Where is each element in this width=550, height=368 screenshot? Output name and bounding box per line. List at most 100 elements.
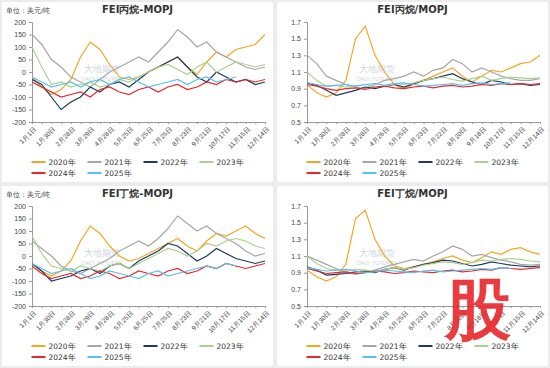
legend-swatch	[419, 345, 433, 347]
y-tick-mark	[29, 281, 32, 282]
legend-item: 2025年	[363, 169, 407, 178]
x-tick-mark	[61, 122, 62, 124]
legend: 2020年2021年2022年2023年2024年2025年	[32, 158, 244, 178]
y-tick-label: 0.7	[291, 102, 301, 109]
x-tick-label: 7月25日	[151, 125, 174, 148]
x-tick	[394, 122, 395, 124]
x-tick-mark	[443, 306, 444, 308]
x-tick-mark	[511, 122, 512, 124]
y-tick-mark	[29, 72, 32, 73]
x-tick	[414, 122, 415, 124]
legend-label: 2020年	[324, 342, 351, 351]
x-tick-mark	[187, 122, 188, 124]
x-tick	[216, 122, 217, 124]
legend-label: 2022年	[161, 342, 188, 351]
x-tick-mark	[346, 306, 347, 308]
x-tick-mark	[530, 306, 531, 308]
legend-item: 2023年	[200, 158, 244, 167]
x-tick	[100, 122, 101, 124]
y-tick: 0	[22, 69, 32, 76]
x-tick-mark	[414, 122, 415, 124]
panel: FEI丙烷-MOPJ单位：美元/吨大地期货DADI FUTURES-200-15…	[1, 1, 274, 183]
x-tick-mark	[81, 306, 82, 308]
y-tick: 100	[14, 228, 32, 235]
y-tick-label: 50	[18, 56, 26, 63]
y-tick-label: 100	[14, 44, 26, 51]
y-tick-label: 1.7	[291, 19, 301, 26]
x-tick	[394, 306, 395, 308]
x-tick	[317, 122, 318, 124]
x-tick-mark	[32, 306, 33, 308]
chart-title: FEI丁烷/MOPJ	[377, 188, 448, 199]
x-tick: 12月14日	[246, 122, 271, 150]
x-tick-mark	[81, 122, 82, 124]
y-tick: 100	[14, 44, 32, 51]
x-tick	[511, 122, 512, 124]
x-tick-label: 5月25日	[387, 309, 410, 332]
y-tick-mark	[304, 105, 307, 106]
y-tick: 1.1	[291, 69, 307, 76]
legend-item: 2020年	[307, 342, 351, 351]
x-tick-label: 12月14日	[521, 309, 546, 334]
legend-swatch	[88, 345, 102, 347]
legend-item: 2024年	[307, 169, 351, 178]
y-tick-mark	[29, 35, 32, 36]
legend-item: 2020年	[307, 158, 351, 167]
y-tick-label: 200	[14, 19, 26, 26]
x-tick-mark	[424, 122, 425, 124]
watermark: 大地期货	[359, 248, 395, 258]
x-tick-label: 7月25日	[151, 309, 174, 332]
x-tick-mark	[51, 306, 52, 308]
x-tick-mark	[246, 122, 247, 124]
x-tick-mark	[178, 122, 179, 124]
legend-item: 2024年	[32, 353, 76, 362]
x-tick	[317, 306, 318, 308]
y-tick-label: 150	[14, 31, 26, 38]
x-tick-mark	[187, 306, 188, 308]
x-tick	[216, 306, 217, 308]
x-tick	[100, 306, 101, 308]
y-tick-mark	[304, 306, 307, 307]
x-tick-label: 3月29日	[73, 309, 96, 332]
series-line	[32, 264, 265, 279]
x-tick-mark	[424, 306, 425, 308]
y-axis: -200-150-100-50050100150200	[12, 203, 33, 310]
x-tick-mark	[255, 122, 256, 124]
legend-swatch	[200, 345, 214, 347]
x-tick-label: 3月29日	[73, 125, 96, 148]
legend-swatch	[88, 172, 102, 174]
y-tick-mark	[304, 122, 307, 123]
y-axis-line	[304, 23, 308, 123]
x-tick-mark	[462, 122, 463, 124]
x-tick-label: 1月30日	[310, 125, 333, 148]
x-tick-mark	[482, 122, 483, 124]
legend-swatch	[419, 161, 433, 163]
plot: 大地期货DADI FUTURES-200-150-100-50050100150…	[12, 19, 271, 150]
x-tick-mark	[110, 306, 111, 308]
x-tick-mark	[119, 306, 120, 308]
x-tick	[255, 306, 256, 308]
y-tick-mark	[304, 239, 307, 240]
legend-label: 2022年	[436, 158, 463, 167]
y-tick: 50	[18, 240, 32, 247]
x-tick	[336, 306, 337, 308]
x-axis-line	[308, 123, 541, 125]
x-tick-mark	[129, 306, 130, 308]
x-tick-mark	[265, 306, 266, 308]
x-tick-mark	[317, 122, 318, 124]
x-tick-mark	[149, 306, 150, 308]
series-line	[32, 80, 265, 98]
y-tick: -200	[12, 119, 32, 126]
x-tick-mark	[336, 122, 337, 124]
x-tick-mark	[501, 122, 502, 124]
y-tick-mark	[304, 289, 307, 290]
x-tick-label: 1月30日	[35, 309, 58, 332]
x-tick-mark	[356, 122, 357, 124]
y-tick-mark	[304, 223, 307, 224]
x-tick-mark	[414, 306, 415, 308]
y-tick-mark	[304, 55, 307, 56]
x-tick	[139, 122, 140, 124]
legend-swatch	[363, 161, 377, 163]
chart-title: FEI丙烷/MOPJ	[377, 4, 448, 15]
y-tick: -50	[16, 265, 32, 272]
